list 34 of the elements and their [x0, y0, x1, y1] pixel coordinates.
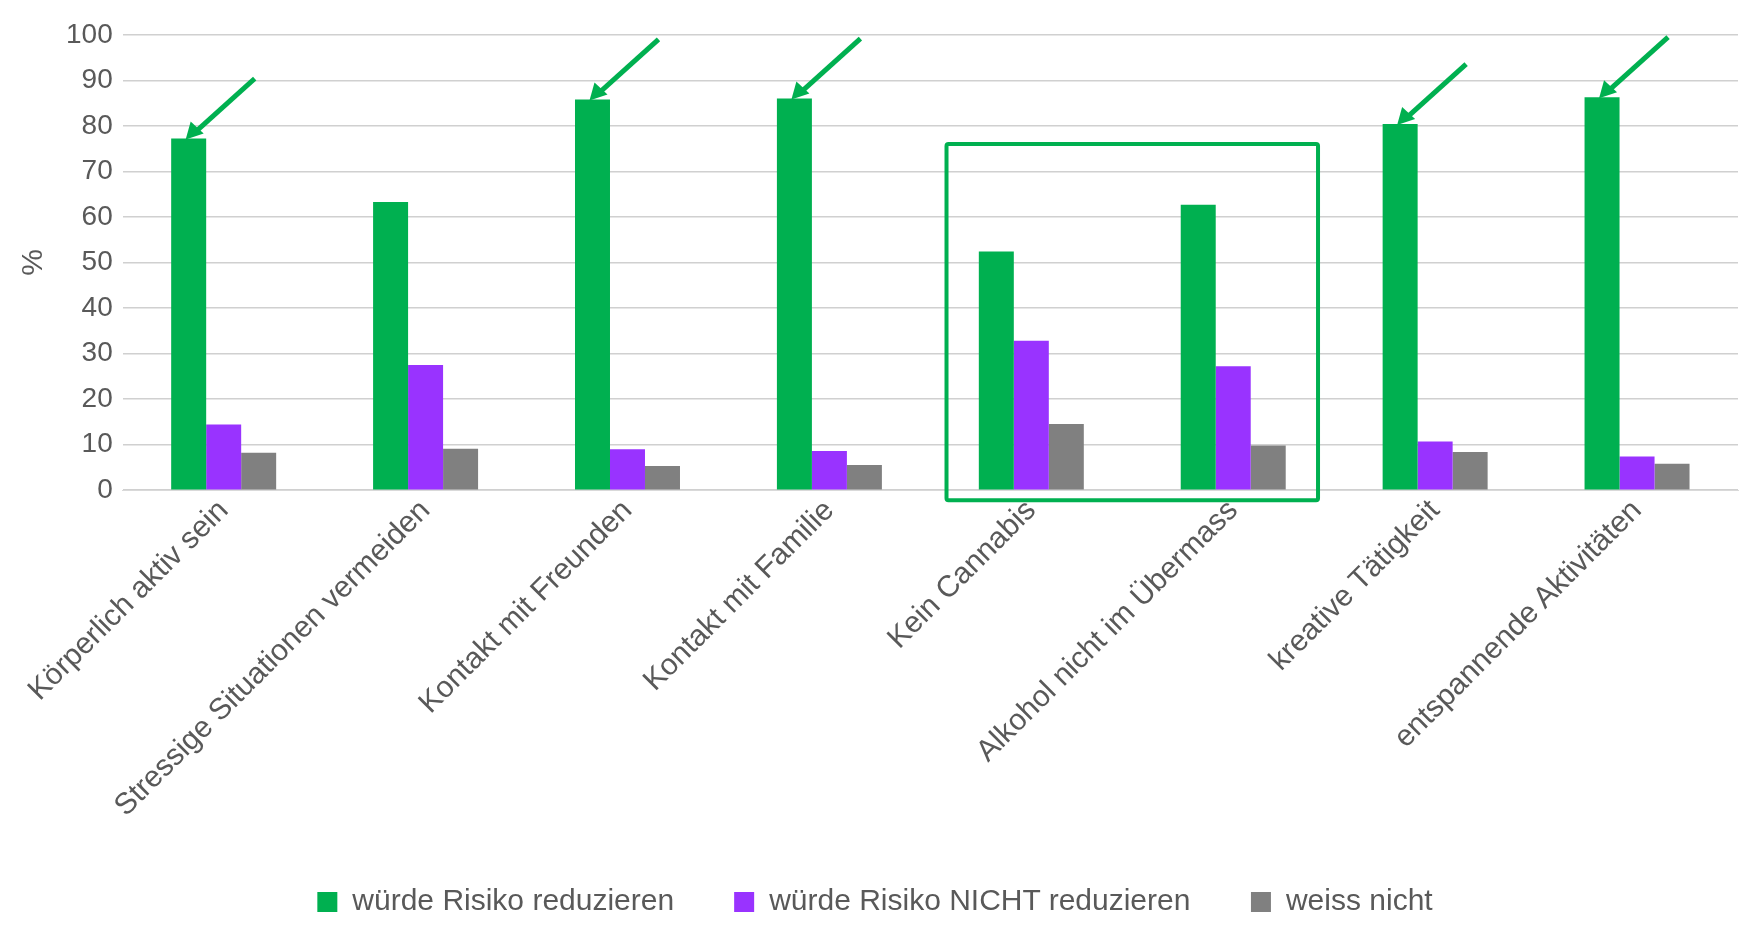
bar	[443, 448, 479, 490]
bar	[1180, 204, 1216, 490]
legend-label: weiss nicht	[1284, 883, 1434, 917]
y-tick-label: 10	[81, 427, 113, 459]
legend-label: würde Risiko NICHT reduzieren	[768, 883, 1191, 917]
y-tick-label: 90	[81, 63, 113, 95]
legend-label: würde Risiko reduzieren	[351, 883, 675, 917]
y-tick-label: 20	[81, 381, 113, 413]
bar	[978, 251, 1014, 490]
bar	[206, 424, 242, 490]
y-axis-title: %	[15, 249, 49, 276]
bar	[1013, 340, 1049, 490]
y-tick-label: 70	[81, 154, 113, 186]
y-tick-label: 30	[81, 336, 113, 368]
bar	[1250, 445, 1286, 490]
y-tick-label: 100	[66, 17, 113, 49]
bar	[846, 465, 882, 490]
bar	[1452, 451, 1488, 490]
y-tick-label: 60	[81, 199, 113, 231]
bar	[1048, 424, 1084, 490]
bar	[609, 449, 645, 490]
bar	[644, 466, 680, 490]
y-tick-label: 40	[81, 290, 113, 322]
bar	[1619, 456, 1655, 490]
bar	[1215, 366, 1251, 490]
y-tick-label: 50	[81, 245, 113, 277]
bar	[1417, 441, 1453, 490]
bar	[408, 364, 444, 490]
bar	[1654, 463, 1690, 490]
y-tick-label: 80	[81, 108, 113, 140]
bar	[373, 201, 409, 490]
bar	[241, 452, 277, 490]
y-tick-label: 0	[97, 472, 113, 504]
bar	[811, 450, 847, 490]
